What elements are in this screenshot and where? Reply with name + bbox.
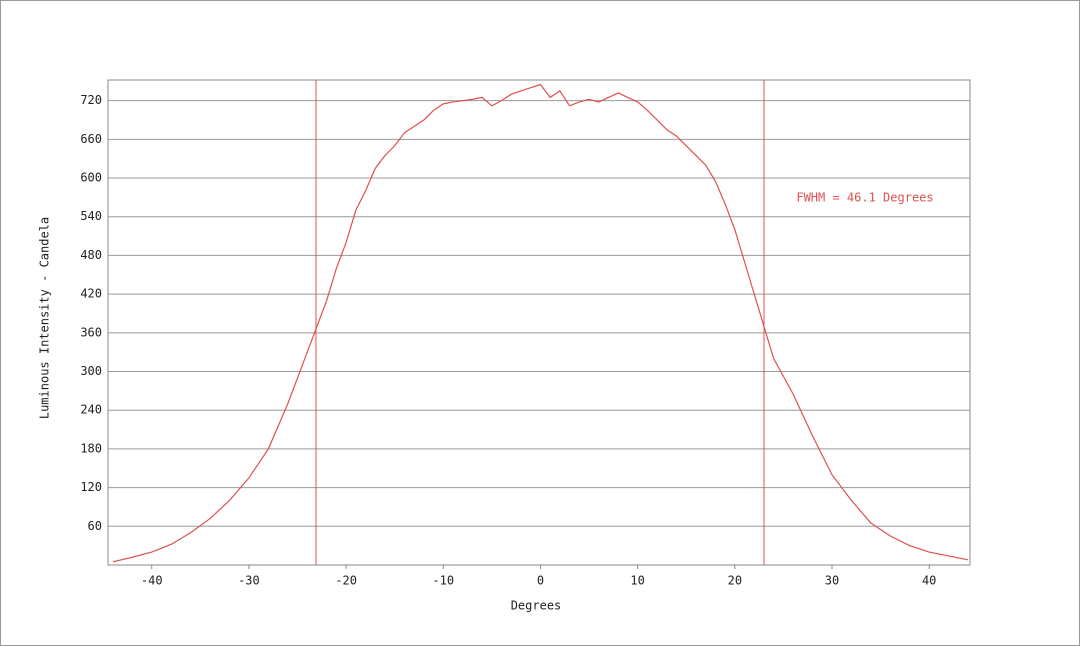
x-tick-label: 10 — [630, 574, 644, 588]
y-tick-label: 60 — [88, 519, 102, 533]
x-axis-label: Degrees — [511, 599, 562, 613]
x-tick-label: -40 — [141, 574, 163, 588]
x-tick-label: 40 — [922, 574, 936, 588]
y-tick-label: 720 — [80, 93, 102, 107]
x-tick-label: 0 — [537, 574, 544, 588]
y-tick-label: 660 — [80, 132, 102, 146]
data-line — [112, 83, 969, 563]
y-axis-label: Luminous Intensity - Candela — [38, 217, 52, 419]
y-tick-label: 420 — [80, 287, 102, 301]
y-tick-label: 300 — [80, 364, 102, 378]
y-tick-label: 240 — [80, 403, 102, 417]
y-tick-label: 180 — [80, 441, 102, 455]
y-tick-label: 600 — [80, 171, 102, 185]
x-tick-label: 30 — [825, 574, 839, 588]
annotation: FWHM = 46.1 Degrees — [796, 191, 933, 205]
x-tick-label: -30 — [238, 574, 260, 588]
y-tick-label: 480 — [80, 248, 102, 262]
y-tick-label: 540 — [80, 209, 102, 223]
x-tick-label: -20 — [335, 574, 357, 588]
plot-area — [107, 79, 971, 566]
y-tick-label: 120 — [80, 480, 102, 494]
x-tick-label: -10 — [432, 574, 454, 588]
y-tick-label: 360 — [80, 325, 102, 339]
x-tick-label: 20 — [728, 574, 742, 588]
